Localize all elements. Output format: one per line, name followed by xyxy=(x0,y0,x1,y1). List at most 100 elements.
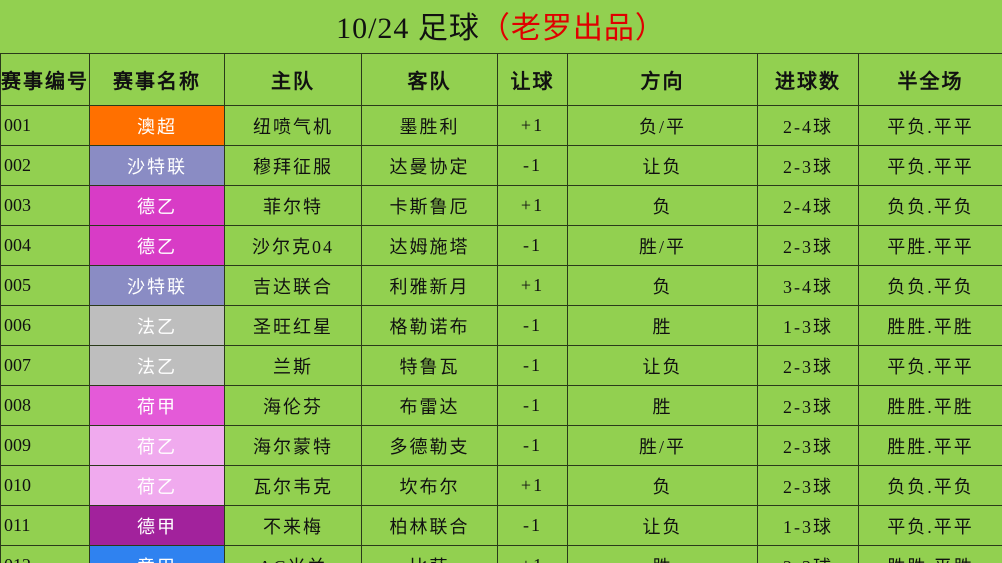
cell-away: 布雷达 xyxy=(361,385,498,426)
cell-half-full: 负负.平负 xyxy=(858,265,1002,306)
cell-direction: 胜 xyxy=(567,385,758,426)
cell-no: 004 xyxy=(0,225,90,266)
cell-away: 柏林联合 xyxy=(361,505,498,546)
cell-handicap: -1 xyxy=(497,225,568,266)
cell-league: 意甲 xyxy=(89,545,225,563)
cell-away: 卡斯鲁厄 xyxy=(361,185,498,226)
cell-handicap: +1 xyxy=(497,265,568,306)
cell-handicap: +1 xyxy=(497,105,568,146)
title-note: （老罗出品） xyxy=(479,12,666,45)
column-header: 进球数 xyxy=(757,53,859,106)
cell-league: 荷乙 xyxy=(89,425,225,466)
cell-home: 菲尔特 xyxy=(224,185,362,226)
cell-away: 墨胜利 xyxy=(361,105,498,146)
cell-half-full: 胜胜.平平 xyxy=(858,425,1002,466)
cell-handicap: +1 xyxy=(497,545,568,563)
cell-handicap: -1 xyxy=(497,505,568,546)
cell-no: 011 xyxy=(0,505,90,546)
cell-league: 澳超 xyxy=(89,105,225,146)
table-row: 004 德乙 沙尔克04 达姆施塔 -1 胜/平 2-3球 平胜.平平 xyxy=(0,225,1002,266)
cell-handicap: -1 xyxy=(497,345,568,386)
cell-half-full: 平胜.平平 xyxy=(858,225,1002,266)
header-row: 赛事编号 赛事名称 主队 客队 让球 方向 进球数 半全场 xyxy=(0,53,1002,106)
title-text: 10/24 足球 xyxy=(336,12,480,45)
cell-home: 海尔蒙特 xyxy=(224,425,362,466)
cell-half-full: 负负.平负 xyxy=(858,185,1002,226)
cell-goals: 2-3球 xyxy=(757,225,859,266)
cell-away: 特鲁瓦 xyxy=(361,345,498,386)
table-row: 010 荷乙 瓦尔韦克 坎布尔 +1 负 2-3球 负负.平负 xyxy=(0,465,1002,506)
table-row: 003 德乙 菲尔特 卡斯鲁厄 +1 负 2-4球 负负.平负 xyxy=(0,185,1002,226)
cell-league: 荷甲 xyxy=(89,385,225,426)
cell-direction: 让负 xyxy=(567,345,758,386)
cell-goals: 1-3球 xyxy=(757,305,859,346)
cell-goals: 2-3球 xyxy=(757,545,859,563)
column-header: 半全场 xyxy=(858,53,1002,106)
cell-league: 德甲 xyxy=(89,505,225,546)
cell-league: 法乙 xyxy=(89,345,225,386)
table-row: 002 沙特联 穆拜征服 达曼协定 -1 让负 2-3球 平负.平平 xyxy=(0,145,1002,186)
table-row: 005 沙特联 吉达联合 利雅新月 +1 负 3-4球 负负.平负 xyxy=(0,265,1002,306)
cell-no: 006 xyxy=(0,305,90,346)
cell-goals: 2-4球 xyxy=(757,185,859,226)
cell-league: 沙特联 xyxy=(89,265,225,306)
cell-home: 圣旺红星 xyxy=(224,305,362,346)
cell-away: 比萨 xyxy=(361,545,498,563)
cell-home: 吉达联合 xyxy=(224,265,362,306)
cell-direction: 让负 xyxy=(567,145,758,186)
cell-goals: 3-4球 xyxy=(757,265,859,306)
cell-home: 海伦芬 xyxy=(224,385,362,426)
cell-no: 001 xyxy=(0,105,90,146)
cell-half-full: 胜胜.平胜 xyxy=(858,385,1002,426)
cell-away: 多德勒支 xyxy=(361,425,498,466)
cell-league: 沙特联 xyxy=(89,145,225,186)
column-header: 赛事编号 xyxy=(0,53,90,106)
cell-no: 002 xyxy=(0,145,90,186)
table-row: 008 荷甲 海伦芬 布雷达 -1 胜 2-3球 胜胜.平胜 xyxy=(0,385,1002,426)
cell-home: 纽喷气机 xyxy=(224,105,362,146)
cell-half-full: 平负.平平 xyxy=(858,145,1002,186)
table-row: 001 澳超 纽喷气机 墨胜利 +1 负/平 2-4球 平负.平平 xyxy=(0,105,1002,146)
column-header: 方向 xyxy=(567,53,758,106)
cell-handicap: -1 xyxy=(497,385,568,426)
cell-direction: 负 xyxy=(567,465,758,506)
column-header: 赛事名称 xyxy=(89,53,225,106)
cell-handicap: +1 xyxy=(497,185,568,226)
cell-handicap: -1 xyxy=(497,145,568,186)
column-header: 客队 xyxy=(361,53,498,106)
cell-away: 坎布尔 xyxy=(361,465,498,506)
cell-direction: 负/平 xyxy=(567,105,758,146)
column-header: 主队 xyxy=(224,53,362,106)
cell-goals: 2-4球 xyxy=(757,105,859,146)
cell-direction: 胜 xyxy=(567,305,758,346)
cell-direction: 负 xyxy=(567,265,758,306)
cell-direction: 让负 xyxy=(567,505,758,546)
cell-league: 荷乙 xyxy=(89,465,225,506)
cell-goals: 2-3球 xyxy=(757,465,859,506)
column-header: 让球 xyxy=(497,53,568,106)
cell-no: 008 xyxy=(0,385,90,426)
cell-half-full: 胜胜.平胜 xyxy=(858,545,1002,563)
cell-direction: 胜/平 xyxy=(567,225,758,266)
cell-league: 法乙 xyxy=(89,305,225,346)
cell-goals: 1-3球 xyxy=(757,505,859,546)
cell-no: 010 xyxy=(0,465,90,506)
cell-half-full: 平负.平平 xyxy=(858,345,1002,386)
cell-home: 穆拜征服 xyxy=(224,145,362,186)
schedule-table: 赛事编号 赛事名称 主队 客队 让球 方向 进球数 半全场 001 澳超 纽喷气机 墨胜利 +1 负/平… xyxy=(0,53,1002,563)
table-body: 001 澳超 纽喷气机 墨胜利 +1 负/平 2-4球 平负.平平 002 沙特联 穆拜征服 达曼协定… xyxy=(0,105,1002,563)
cell-no: 003 xyxy=(0,185,90,226)
cell-half-full: 胜胜.平胜 xyxy=(858,305,1002,346)
cell-goals: 2-3球 xyxy=(757,425,859,466)
cell-home: 瓦尔韦克 xyxy=(224,465,362,506)
cell-half-full: 平负.平平 xyxy=(858,505,1002,546)
cell-away: 利雅新月 xyxy=(361,265,498,306)
cell-away: 达姆施塔 xyxy=(361,225,498,266)
table-row: 006 法乙 圣旺红星 格勒诺布 -1 胜 1-3球 胜胜.平胜 xyxy=(0,305,1002,346)
title: 10/24 足球（老罗出品） xyxy=(0,0,1002,53)
cell-home: 兰斯 xyxy=(224,345,362,386)
cell-direction: 胜 xyxy=(567,545,758,563)
cell-handicap: -1 xyxy=(497,425,568,466)
cell-away: 格勒诺布 xyxy=(361,305,498,346)
